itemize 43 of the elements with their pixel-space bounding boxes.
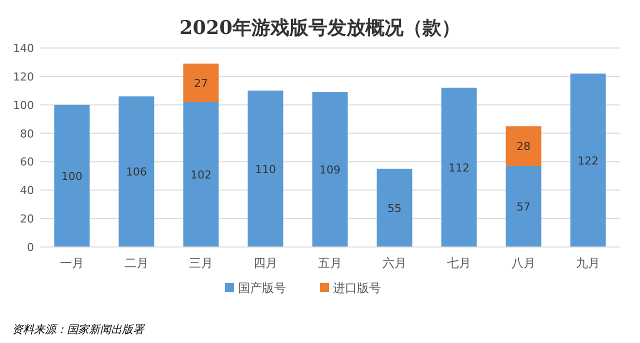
data-label: 27 [194,76,208,90]
data-label: 100 [61,170,82,183]
data-label: 55 [388,202,402,215]
bar [312,92,348,247]
bar [248,90,284,247]
data-label: 122 [578,154,599,168]
x-tick-label: 三月 [188,256,213,270]
x-tick-label: 二月 [124,256,148,270]
data-label: 109 [320,164,340,177]
y-tick-label: 140 [13,42,34,55]
x-tick-label: 八月 [512,256,536,270]
chart-title: 2020年游戏版号发放概况（款） [180,17,460,39]
data-label: 106 [126,166,147,179]
bar [183,64,219,102]
data-label: 28 [516,140,531,154]
x-tick-label: 一月 [60,256,84,270]
y-tick-label: 0 [27,241,34,254]
bar [183,102,219,247]
data-label: 110 [254,162,276,176]
y-tick-label: 40 [20,184,34,198]
legend-label: 国产版号 [238,281,286,295]
bar [54,104,90,247]
bar [570,74,606,247]
x-tick-label: 七月 [447,256,472,270]
data-label: 102 [190,168,212,182]
y-tick-label: 60 [20,156,34,169]
data-label: 57 [516,200,531,214]
data-label: 112 [448,161,470,174]
x-tick-label: 九月 [576,256,600,270]
text: 资料来源：国家新闻出版署 [12,323,145,336]
y-tick-label: 20 [20,212,34,226]
bar [376,168,412,247]
x-tick-label: 五月 [318,256,342,270]
y-tick-label: 120 [13,70,34,84]
y-tick-label: 80 [20,127,34,140]
bar [118,96,154,247]
bar [506,126,542,166]
bar [506,166,542,247]
legend-label: 进口版号 [333,281,381,295]
x-tick-label: 六月 [382,256,407,270]
bar [441,88,477,247]
y-tick-label: 100 [13,98,34,112]
x-tick-label: 四月 [253,256,278,270]
